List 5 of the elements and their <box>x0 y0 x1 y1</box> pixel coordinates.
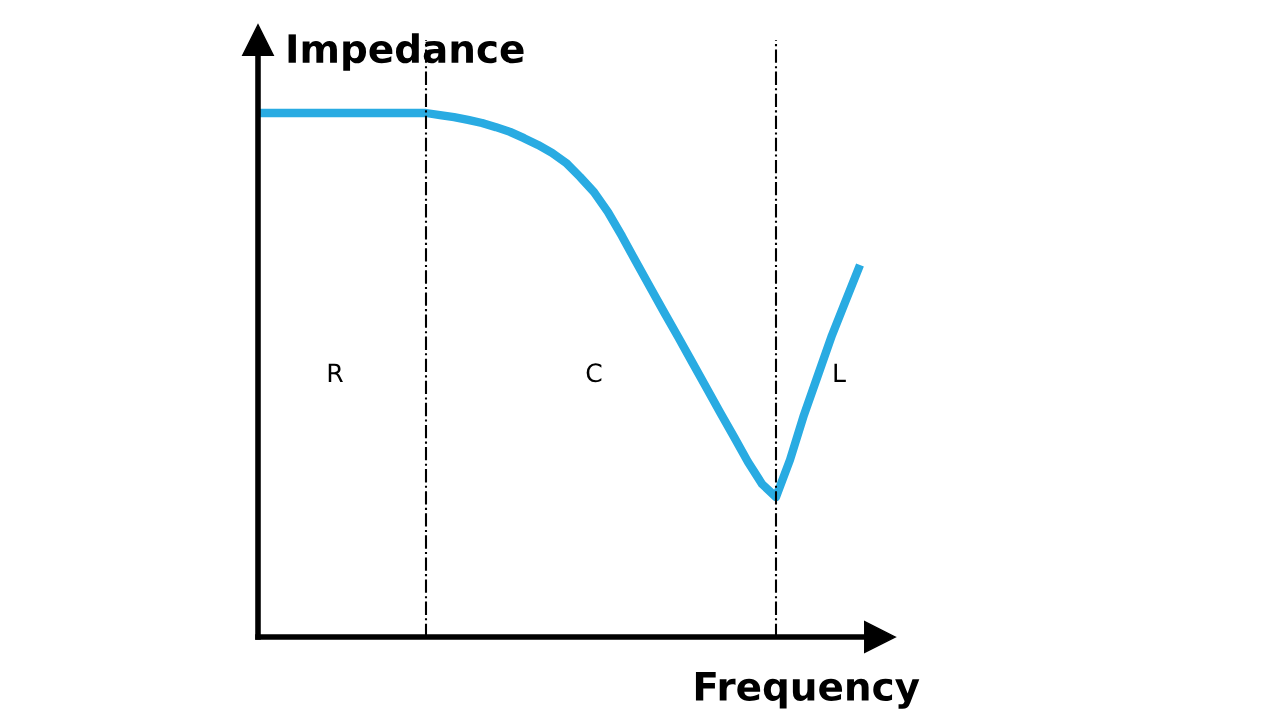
y-axis-title: Impedance <box>288 33 524 71</box>
x-axis-title: Frequency <box>695 672 920 709</box>
annotation: R <box>328 363 343 382</box>
annotation: C <box>586 363 602 383</box>
annotation: L <box>834 363 846 382</box>
